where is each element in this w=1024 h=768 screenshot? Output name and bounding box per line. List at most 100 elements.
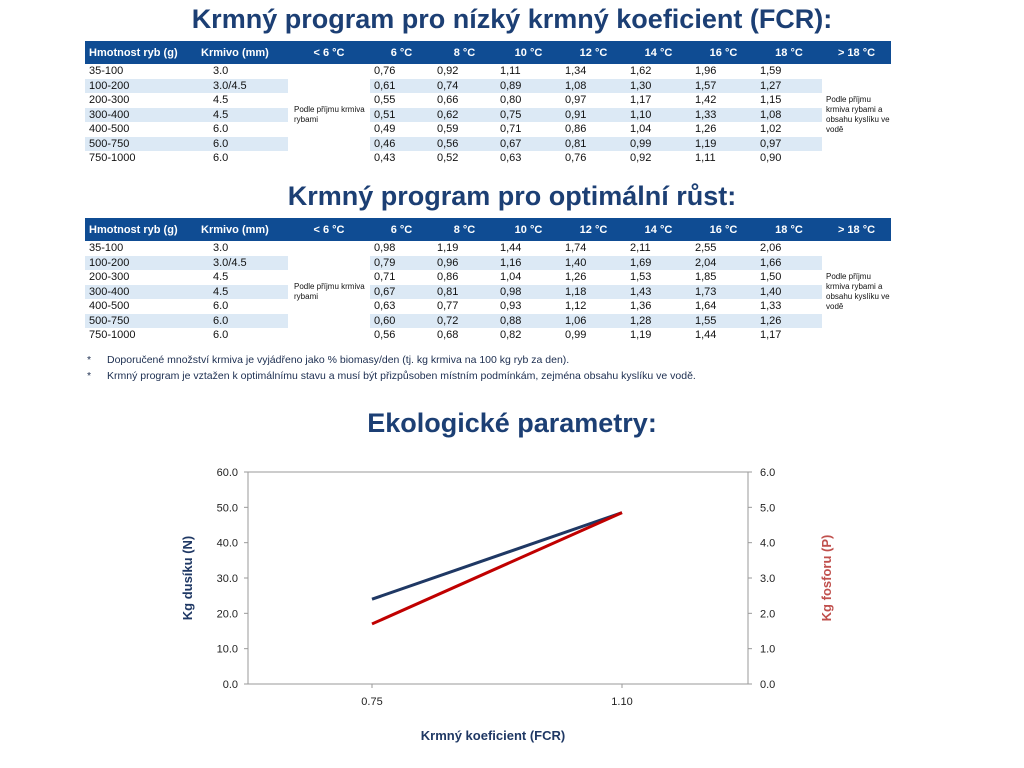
title-optimal-growth: Krmný program pro optimální růst:: [287, 181, 737, 211]
feed-rate-cell: 1,19: [630, 329, 652, 342]
table-row: 100-200 3.0/4.5 0,61 0,74 0,89 1,08 1,30 1,57 1,…: [85, 78, 891, 93]
feed-rate-cell: 0,92: [437, 65, 459, 78]
feed-rate-cell: 1,57: [691, 78, 756, 93]
column-header: 8 °C: [433, 218, 496, 241]
feed-rate-cell: 0,51: [370, 107, 433, 122]
column-header: 8 °C: [433, 41, 496, 64]
feed-rate-cell: 0,77: [437, 300, 459, 313]
note-cold-water: Podle příjmu krmiva rybami: [288, 241, 370, 343]
table-row: 500-750 6.0 0,46 0,56 0,67 0,81 0,99 1,19 0,97: [85, 136, 891, 151]
column-header: 10 °C: [496, 218, 561, 241]
feed-rate-cell: 1,64: [695, 300, 717, 313]
column-header: > 18 °C: [822, 218, 891, 241]
feed-rate-cell: 0,89: [496, 78, 561, 93]
feed-rate-cell: 0,99: [626, 136, 691, 151]
pellet-size-cell: 6.0: [213, 152, 229, 165]
fish-weight-cell: 500-750: [85, 313, 197, 328]
feed-rate-cell: 0,60: [370, 313, 433, 328]
feed-rate-cell: 1,33: [691, 107, 756, 122]
column-header: 16 °C: [691, 41, 756, 64]
feed-rate-cell: 0,98: [374, 242, 396, 255]
feed-rate-cell: 0,81: [433, 284, 496, 299]
column-header: > 18 °C: [822, 41, 891, 64]
feed-rate-cell: 0,43: [374, 152, 396, 165]
feed-rate-cell: 0,76: [374, 65, 396, 78]
table-row: 300-400 4.5 0,51 0,62 0,75 0,91 1,10 1,33 1,08: [85, 107, 891, 122]
feed-rate-cell: 0,91: [561, 107, 626, 122]
note-warm-water: Podle příjmu krmiva rybami a obsahu kysl…: [822, 241, 891, 343]
fish-weight-cell: 750-1000: [89, 152, 136, 165]
feed-rate-cell: 0,76: [565, 152, 587, 165]
feed-rate-cell: 0,49: [374, 123, 396, 136]
fish-weight-cell: 200-300: [89, 94, 130, 107]
feed-rate-cell: 1,19: [691, 136, 756, 151]
feed-rate-cell: 0,71: [374, 271, 396, 284]
column-header: 12 °C: [561, 41, 626, 64]
right-axis-label: Kg fosforu (P): [819, 535, 834, 622]
feed-rate-cell: 1,85: [695, 271, 717, 284]
pellet-size-cell: 6.0: [213, 123, 229, 136]
feed-rate-cell: 1,40: [561, 255, 626, 270]
table-row: 300-400 4.5 0,67 0,81 0,98 1,18 1,43 1,73 1,40: [85, 284, 891, 299]
feed-rate-cell: 0,52: [437, 152, 459, 165]
feed-rate-cell: 0,75: [496, 107, 561, 122]
fish-weight-cell: 100-200: [85, 78, 197, 93]
x-axis-tick-label: 1.10: [611, 696, 632, 708]
feed-rate-cell: 0,66: [437, 94, 459, 107]
feed-rate-cell: 1,34: [565, 65, 587, 78]
feed-rate-cell: 0,56: [433, 136, 496, 151]
footnote-2: * Krmný program je vztažen k optimálnímu …: [87, 369, 696, 384]
feed-rate-cell: 0,63: [374, 300, 396, 313]
pellet-size-cell: 3.0/4.5: [197, 255, 288, 270]
feed-rate-cell: 1,74: [565, 242, 587, 255]
right-axis-tick-label: 6.0: [760, 467, 775, 479]
feed-rate-cell: 0,93: [500, 300, 522, 313]
left-axis-label: Kg dusíku (N): [180, 536, 195, 621]
feed-rate-cell: 1,69: [626, 255, 691, 270]
feed-rate-cell: 1,15: [760, 94, 782, 107]
feed-rate-cell: 1,18: [561, 284, 626, 299]
feed-rate-cell: 1,17: [630, 94, 652, 107]
feed-rate-cell: 0,79: [370, 255, 433, 270]
feed-rate-cell: 2,06: [760, 242, 782, 255]
feed-rate-cell: 1,30: [626, 78, 691, 93]
feed-rate-cell: 0,59: [437, 123, 459, 136]
table-row: 200-300 4.5 0,55 0,66 0,80 0,97 1,17 1,42 1,15: [85, 93, 891, 108]
feed-rate-cell: 1,10: [626, 107, 691, 122]
column-header: < 6 °C: [288, 41, 370, 64]
feed-rate-cell: 0,97: [756, 136, 822, 151]
footnote-text: Doporučené množství krmiva je vyjádřeno …: [107, 354, 570, 366]
feed-rate-cell: 1,43: [626, 284, 691, 299]
footnote-marker: *: [87, 354, 92, 366]
table-row: 500-750 6.0 0,60 0,72 0,88 1,06 1,28 1,55 1,26: [85, 313, 891, 328]
pellet-size-cell: 3.0: [213, 65, 229, 78]
left-axis-tick-label: 20.0: [217, 608, 238, 620]
feed-rate-cell: 2,04: [691, 255, 756, 270]
table-header-row: Hmotnost ryb (g) Krmivo (mm) < 6 °C 6 °C 8 °…: [85, 218, 891, 241]
footnote-1: * Doporučené množství krmiva je vyjádřeno…: [87, 353, 569, 368]
fish-weight-cell: 750-1000: [89, 329, 136, 342]
feed-rate-cell: 0,99: [565, 329, 587, 342]
title-low-fcr: Krmný program pro nízký krmný koeficient…: [191, 4, 833, 34]
right-axis-tick-label: 2.0: [760, 608, 775, 620]
feed-rate-cell: 1,44: [695, 329, 717, 342]
feeding-table-low-fcr: Hmotnost ryb (g) Krmivo (mm) < 6 °C 6 °C 8 °…: [85, 41, 891, 166]
column-header: Krmivo (mm): [197, 218, 288, 241]
feed-rate-cell: 0,86: [437, 271, 459, 284]
table-row: 100-200 3.0/4.5 0,79 0,96 1,16 1,40 1,69 2,04 1,…: [85, 255, 891, 270]
feed-rate-cell: 1,73: [691, 284, 756, 299]
table-row: 750-1000 6.0 0,43 0,52 0,63 0,76 0,92 1,11 0,90: [85, 151, 891, 166]
pellet-size-cell: 4.5: [213, 271, 229, 284]
feed-rate-cell: 1,06: [561, 313, 626, 328]
column-header: 18 °C: [756, 218, 822, 241]
title-ecological: Ekologické parametry:: [367, 408, 657, 438]
feed-rate-cell: 1,12: [565, 300, 587, 313]
feed-rate-cell: 0,68: [437, 329, 459, 342]
plot-area: [247, 471, 749, 685]
feeding-table-optimal-growth: Hmotnost ryb (g) Krmivo (mm) < 6 °C 6 °C 8 °…: [85, 218, 891, 343]
column-header: Hmotnost ryb (g): [85, 218, 197, 241]
left-axis-tick-label: 60.0: [217, 467, 238, 479]
feed-rate-cell: 0,62: [433, 107, 496, 122]
pellet-size-cell: 6.0: [213, 300, 229, 313]
feed-rate-cell: 1,40: [756, 284, 822, 299]
